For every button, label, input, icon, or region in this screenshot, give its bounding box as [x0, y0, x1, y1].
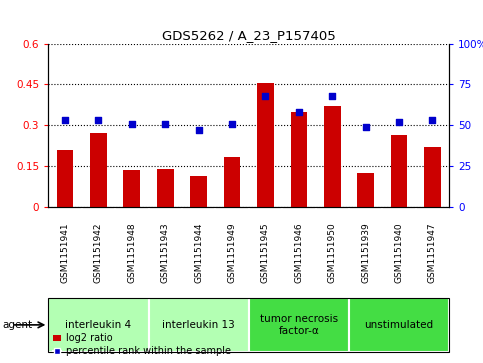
Text: GSM1151944: GSM1151944 [194, 222, 203, 282]
Point [395, 119, 403, 125]
Bar [57, 150, 73, 207]
Bar [224, 156, 241, 207]
Text: GSM1151945: GSM1151945 [261, 222, 270, 283]
Text: GSM1151942: GSM1151942 [94, 222, 103, 282]
Text: GSM1151939: GSM1151939 [361, 222, 370, 283]
Bar [190, 176, 207, 207]
Bar [157, 169, 173, 207]
Point [161, 121, 169, 126]
Point [328, 93, 336, 99]
Point [95, 117, 102, 123]
Title: GDS5262 / A_23_P157405: GDS5262 / A_23_P157405 [162, 29, 336, 42]
Text: GSM1151946: GSM1151946 [294, 222, 303, 283]
Text: interleukin 13: interleukin 13 [162, 320, 235, 330]
Bar [324, 106, 341, 207]
Point [262, 93, 270, 99]
Text: unstimulated: unstimulated [365, 320, 434, 330]
Bar [257, 83, 274, 207]
Bar [357, 173, 374, 207]
Point [362, 124, 369, 130]
Point [61, 117, 69, 123]
Bar [391, 135, 408, 207]
Legend: log2 ratio, percentile rank within the sample: log2 ratio, percentile rank within the s… [53, 333, 231, 356]
Text: GSM1151947: GSM1151947 [428, 222, 437, 283]
Point [428, 117, 436, 123]
Text: GSM1151941: GSM1151941 [60, 222, 70, 283]
Bar [48, 298, 149, 352]
Point [128, 121, 136, 126]
Point [195, 127, 202, 133]
Point [228, 121, 236, 126]
Bar [149, 298, 249, 352]
Bar [349, 298, 449, 352]
Bar [124, 170, 140, 207]
Text: GSM1151940: GSM1151940 [395, 222, 404, 283]
Text: agent: agent [2, 320, 32, 330]
Text: GSM1151949: GSM1151949 [227, 222, 237, 283]
Text: GSM1151943: GSM1151943 [161, 222, 170, 283]
Bar [290, 111, 307, 207]
Text: GSM1151948: GSM1151948 [128, 222, 136, 283]
Text: interleukin 4: interleukin 4 [65, 320, 131, 330]
Text: GSM1151950: GSM1151950 [328, 222, 337, 283]
Bar [90, 133, 107, 207]
Text: tumor necrosis
factor-α: tumor necrosis factor-α [260, 314, 338, 336]
Bar [424, 147, 441, 207]
Point [295, 109, 303, 115]
Bar [249, 298, 349, 352]
